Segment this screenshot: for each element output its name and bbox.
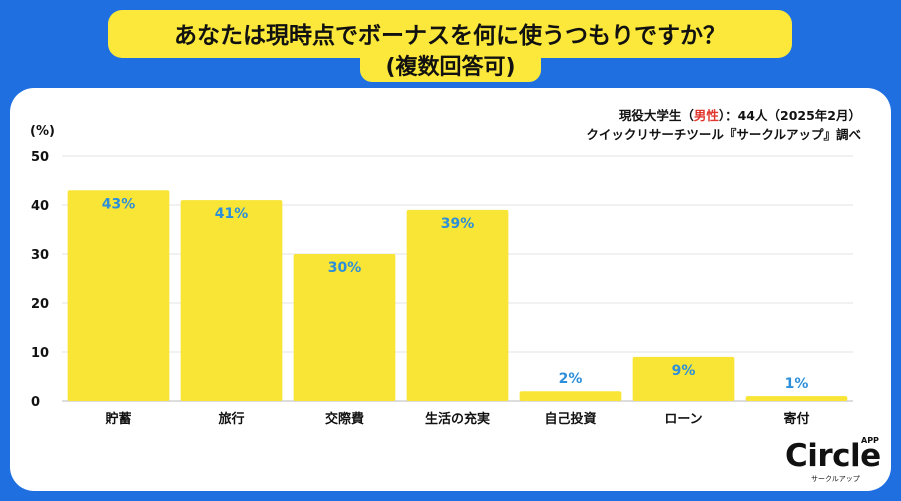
logo-badge: APP: [861, 436, 879, 445]
source-prefix: 現役大学生（: [618, 108, 694, 123]
x-tick-label: 交際費: [325, 411, 364, 427]
title-banner-sub: [360, 44, 541, 82]
circle-app-logo: Circle APP サークルアップ: [785, 436, 885, 483]
x-tick-label: 寄付: [783, 411, 809, 427]
y-tick-label: 30: [31, 248, 49, 263]
data-label: 1%: [785, 376, 809, 392]
y-tick-label: 50: [31, 150, 49, 165]
source-highlight: 男性: [693, 108, 719, 123]
x-tick-label: 自己投資: [544, 411, 596, 427]
bar: [519, 391, 622, 401]
bar: [67, 190, 170, 401]
x-tick-label: 貯蓄: [105, 411, 131, 427]
y-tick-label: 20: [31, 297, 49, 312]
x-tick-label: 旅行: [218, 411, 244, 427]
data-label: 39%: [441, 216, 475, 232]
x-tick-label: ローン: [664, 412, 702, 427]
data-label: 30%: [328, 260, 362, 276]
y-tick-label: 10: [31, 346, 49, 361]
chart-title: あなたは現時点でボーナスを何に使うつもりですか？: [174, 23, 726, 49]
y-tick-label: 0: [31, 395, 40, 410]
bar: [180, 200, 283, 401]
data-label: 41%: [215, 206, 249, 222]
source-note: 現役大学生（男性）：44人（2025年2月） クイックリサーチツール『サークルア…: [586, 106, 861, 144]
chart-subtitle: (複数回答可): [385, 55, 516, 80]
y-tick-label: 40: [31, 199, 49, 214]
logo-name: Circle: [785, 438, 881, 474]
y-axis-label: (%): [30, 124, 55, 139]
data-label: 2%: [559, 371, 583, 387]
logo-subtitle: サークルアップ: [811, 475, 860, 483]
data-label: 9%: [672, 363, 696, 379]
source-suffix: ）：44人（2025年2月）: [718, 108, 861, 123]
x-tick-label: 生活の充実: [425, 411, 490, 427]
bar: [632, 356, 735, 401]
data-label: 43%: [102, 196, 136, 212]
source-line-1: 現役大学生（男性）：44人（2025年2月）: [586, 106, 861, 125]
source-line-2: クイックリサーチツール『サークルアップ』調べ: [586, 127, 861, 142]
bar: [293, 254, 396, 401]
bar: [745, 396, 848, 401]
bar: [406, 209, 509, 401]
